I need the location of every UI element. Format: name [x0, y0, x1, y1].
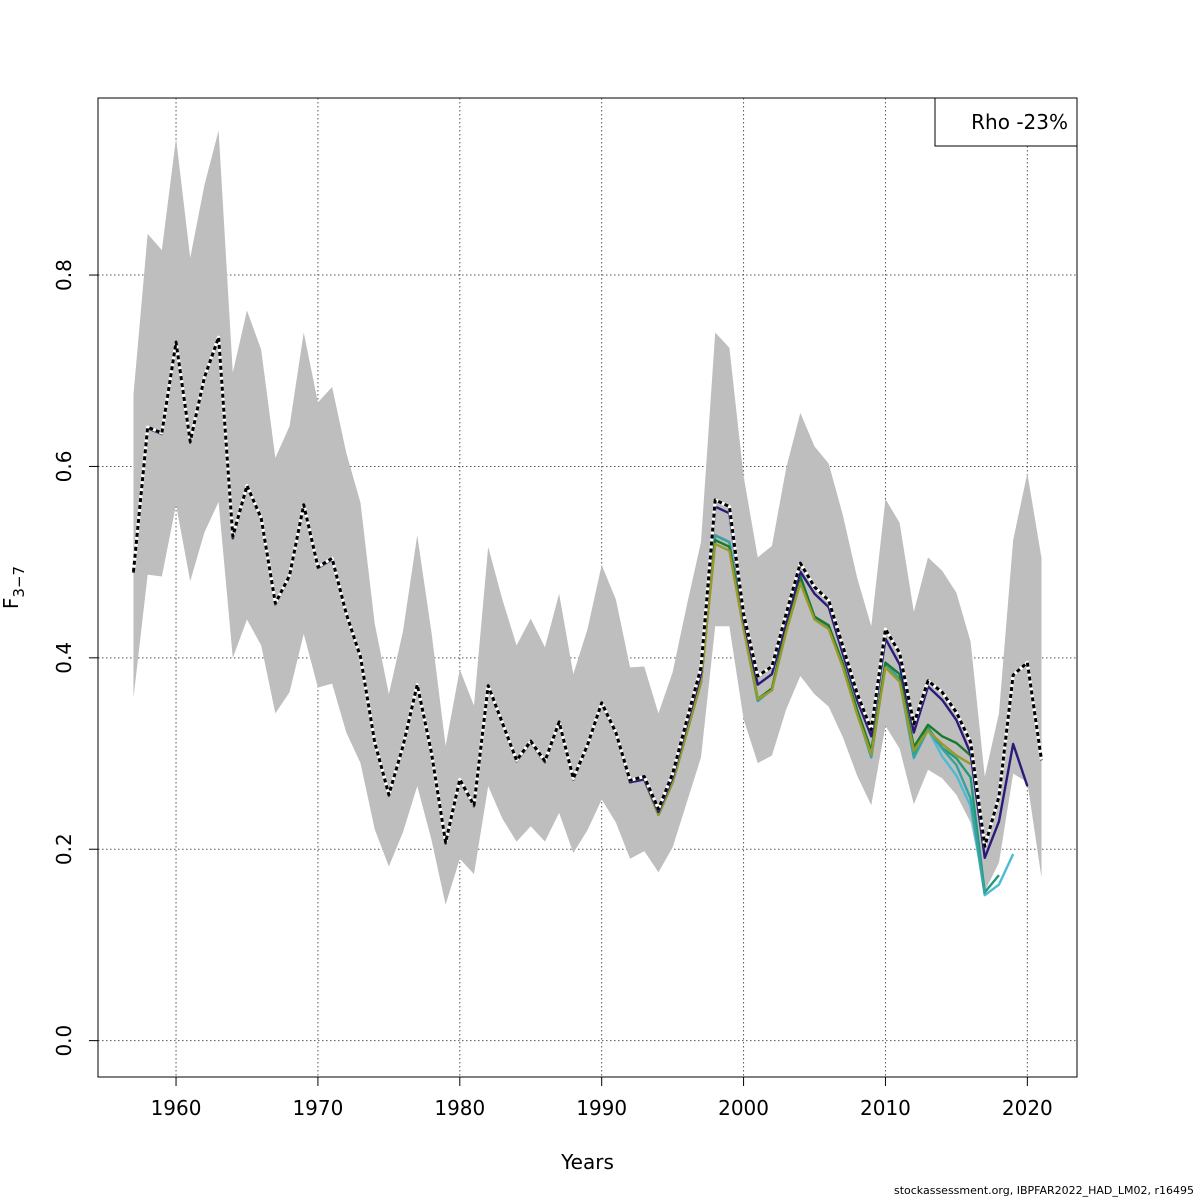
series-line-6 — [131, 335, 1044, 848]
confidence-band-area — [133, 130, 1042, 905]
x-tick-label-1970: 1970 — [292, 1096, 343, 1120]
confidence-band — [133, 130, 1042, 905]
y-tick-label-0: 0.0 — [52, 1025, 76, 1057]
y-axis-title-text: F3−7 — [0, 566, 28, 609]
x-tick-label-1980: 1980 — [434, 1096, 485, 1120]
y-axis: 0.0 0.2 0.4 0.6 0.8 — [52, 259, 98, 1057]
x-tick-label-2020: 2020 — [1002, 1096, 1053, 1120]
y-tick-label-2: 0.4 — [52, 642, 76, 674]
y-tick-label-3: 0.6 — [52, 451, 76, 483]
legend-box — [934, 97, 1078, 147]
y-axis-title: F3−7 — [0, 566, 28, 609]
plot-frame — [97, 97, 1078, 1078]
y-axis-title-subscript: 3−7 — [10, 566, 28, 598]
y-tick-label-4: 0.8 — [52, 259, 76, 291]
footer-credit: stockassessment.org, IBPFAR2022_HAD_LM02… — [893, 1184, 1194, 1197]
x-tick-label-2000: 2000 — [718, 1096, 769, 1120]
x-axis-title: Years — [560, 1150, 614, 1174]
legend-text: Rho -23% — [971, 110, 1068, 134]
y-axis-title-main: F — [0, 598, 23, 610]
legend: Rho -23% — [934, 97, 1078, 147]
x-axis: 1960 1970 1980 1990 2000 2010 2020 — [151, 1077, 1053, 1120]
series-lines — [131, 335, 1044, 897]
y-tick-label-1: 0.2 — [52, 833, 76, 865]
x-tick-label-2010: 2010 — [860, 1096, 911, 1120]
x-tick-label-1990: 1990 — [576, 1096, 627, 1120]
x-tick-label-1960: 1960 — [151, 1096, 202, 1120]
